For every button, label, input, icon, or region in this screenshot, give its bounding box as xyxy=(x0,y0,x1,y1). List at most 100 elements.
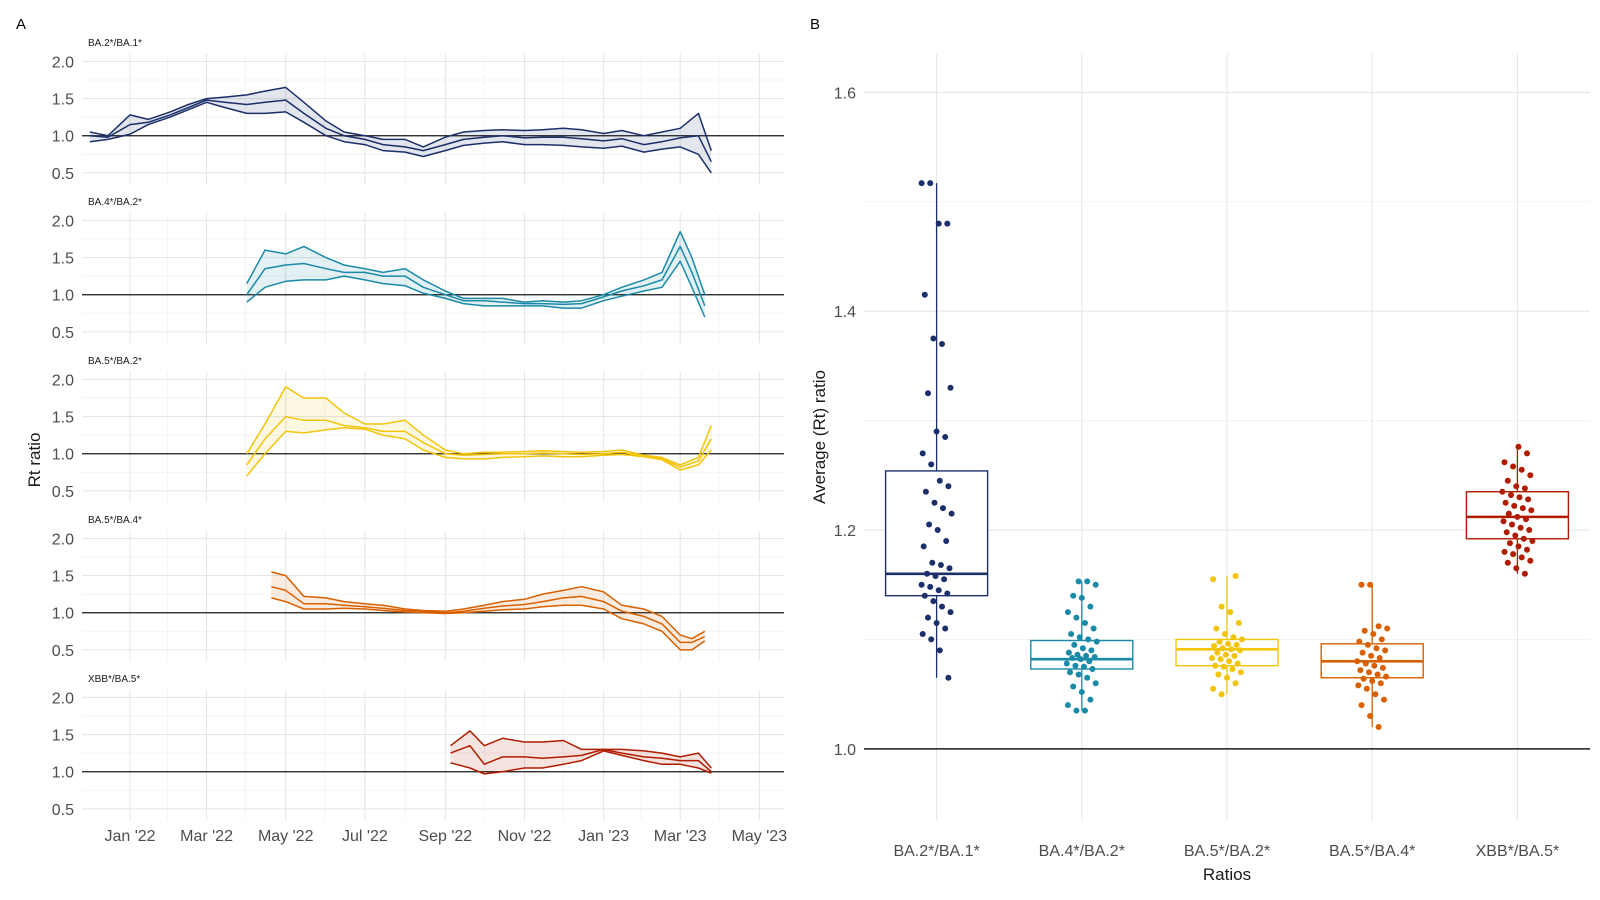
panel-b-average-rt-boxplot: 1.0 1.2 1.4 1.6 BA.2*/BA.1* BA.4*/BA.2* BA.5*/… xyxy=(810,54,1590,884)
data-point xyxy=(936,647,943,654)
box-ba-5-ba-4 xyxy=(1320,581,1424,730)
data-point xyxy=(932,573,939,579)
data-point xyxy=(919,450,926,457)
y-tick-label: 0.5 xyxy=(52,802,74,819)
data-point xyxy=(1374,671,1381,678)
data-point xyxy=(1220,663,1227,670)
data-point xyxy=(1084,674,1091,681)
data-point xyxy=(944,590,951,597)
data-point xyxy=(1525,496,1532,503)
data-point xyxy=(1231,652,1238,659)
data-point xyxy=(1072,662,1079,669)
confidence-ribbon xyxy=(89,87,712,173)
x-tick-label: Mar '23 xyxy=(654,828,707,845)
data-point xyxy=(1362,660,1369,667)
x-tick-label: May '22 xyxy=(258,828,314,845)
data-point xyxy=(1093,638,1100,645)
data-point xyxy=(1370,631,1377,637)
data-point xyxy=(935,220,942,227)
data-point xyxy=(1064,609,1071,616)
box-ba-5-ba-2 xyxy=(1175,573,1279,698)
data-point xyxy=(1237,669,1244,676)
data-point xyxy=(1069,655,1076,661)
y-tick-label: 1.0 xyxy=(52,765,74,782)
data-point xyxy=(1510,551,1517,558)
data-point xyxy=(1528,507,1535,514)
data-point xyxy=(1089,666,1096,672)
confidence-ribbon xyxy=(450,730,712,774)
data-point xyxy=(918,581,925,588)
data-point xyxy=(1090,625,1097,632)
data-point xyxy=(1079,645,1086,652)
series-line-lower xyxy=(246,260,706,318)
y-tick-label: 1.0 xyxy=(52,129,74,146)
data-point xyxy=(1083,652,1090,659)
data-point xyxy=(1518,466,1525,473)
data-point xyxy=(1520,535,1527,542)
data-point xyxy=(933,428,940,435)
data-point xyxy=(1504,477,1511,484)
data-point xyxy=(1368,652,1375,659)
data-point xyxy=(1508,492,1514,498)
facet-ba-5-ba-4: BA.5*/BA.4* 0.5 1.0 1.5 2.0 xyxy=(52,515,784,661)
data-point xyxy=(1358,702,1365,709)
y-tick-label: 2.0 xyxy=(52,372,74,389)
data-point xyxy=(1222,651,1229,658)
data-point xyxy=(1357,667,1364,674)
data-point xyxy=(939,603,945,610)
data-point xyxy=(948,510,955,517)
series-line-mid xyxy=(246,245,706,307)
data-point xyxy=(1510,463,1517,470)
data-point xyxy=(1211,643,1218,649)
data-point xyxy=(947,609,954,616)
data-point xyxy=(1088,647,1095,654)
data-point xyxy=(1358,581,1365,588)
series-line-mid xyxy=(246,415,712,468)
data-point xyxy=(1364,641,1371,648)
data-point xyxy=(933,620,940,626)
data-point xyxy=(1377,680,1384,687)
data-point xyxy=(1210,576,1217,583)
data-point xyxy=(1383,673,1390,680)
data-point xyxy=(1509,521,1515,528)
data-point xyxy=(1210,685,1217,692)
data-point xyxy=(925,390,931,397)
data-point xyxy=(1512,532,1519,539)
data-point xyxy=(1230,634,1237,641)
data-point xyxy=(1070,592,1077,599)
box-ba-4-ba-2 xyxy=(1030,578,1134,714)
panel-b-x-axis-title: Ratios xyxy=(1203,865,1251,884)
data-point xyxy=(1235,620,1242,626)
data-point xyxy=(1363,685,1370,692)
data-point xyxy=(928,636,935,643)
data-point xyxy=(1372,691,1379,698)
data-point xyxy=(1085,636,1092,643)
data-point xyxy=(1515,443,1522,450)
x-tick-label: Jan '22 xyxy=(104,828,155,845)
data-point xyxy=(922,488,929,495)
data-point xyxy=(1064,702,1071,709)
data-point xyxy=(1514,513,1521,520)
x-tick-label: Jul '22 xyxy=(342,828,388,845)
panel-b-y-axis-title: Average (Rt) ratio xyxy=(810,370,829,504)
data-point xyxy=(943,538,950,544)
series-line-mid xyxy=(271,585,706,644)
data-point xyxy=(1360,675,1367,682)
data-point xyxy=(929,559,936,566)
series-line-upper xyxy=(450,730,712,769)
data-point xyxy=(926,521,933,528)
box-ba-2-ba-1 xyxy=(884,180,989,681)
data-point xyxy=(1217,656,1224,663)
facet-ba-5-ba-2: BA.5*/BA.2* 0.5 1.0 1.5 2.0 xyxy=(52,356,784,502)
facet-strip-label: BA.4*/BA.2* xyxy=(88,197,142,208)
data-point xyxy=(1381,696,1387,703)
x-tick-label: XBB*/BA.5* xyxy=(1476,843,1560,860)
data-point xyxy=(1354,658,1361,665)
data-point xyxy=(1086,658,1093,665)
confidence-ribbon xyxy=(246,231,705,317)
y-tick-label: 1.5 xyxy=(52,728,74,745)
data-point xyxy=(925,614,931,621)
data-point xyxy=(1366,669,1372,676)
data-point xyxy=(1073,614,1080,621)
data-point xyxy=(1518,554,1525,561)
